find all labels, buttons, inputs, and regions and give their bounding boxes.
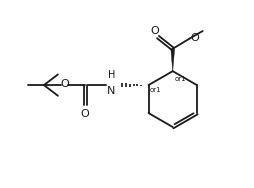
Text: N: N: [107, 86, 116, 96]
Text: O: O: [150, 26, 159, 36]
Text: or1: or1: [175, 76, 186, 82]
Text: O: O: [191, 33, 199, 43]
Text: O: O: [81, 109, 89, 119]
Text: or1: or1: [150, 87, 162, 93]
Text: O: O: [60, 79, 69, 89]
Polygon shape: [171, 49, 175, 71]
Text: H: H: [108, 70, 115, 80]
